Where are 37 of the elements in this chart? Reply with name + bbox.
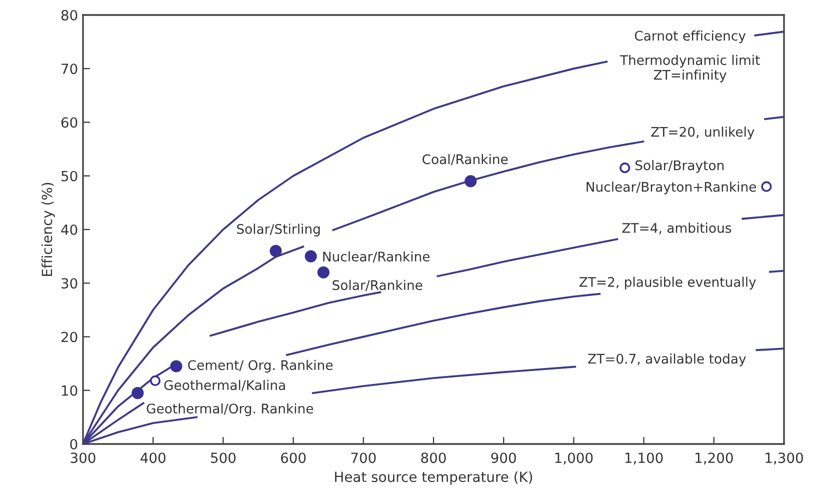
annotation: Solar/Rankine [332,280,422,292]
x-tick-label: 600 [281,452,306,464]
annotation: Nuclear/Rankine [323,251,430,263]
y-axis-title: Efficiency (%) [41,182,55,276]
x-tick-label: 400 [140,452,166,464]
annotation: Carnot efficiency [634,30,746,44]
annotation: ZT=2, plausible eventually [579,276,756,290]
x-tick-label: 1,000 [555,452,593,464]
annotation: ZT=0.7, available today [588,354,746,366]
annotation: Nuclear/Brayton+Rankine [586,182,756,194]
y-tick-label: 60 [61,117,78,128]
x-tick-label: 800 [421,452,446,464]
y-tick-label: 50 [62,170,78,182]
y-tick-label: 20 [61,332,78,342]
x-tick-label: 500 [211,452,236,464]
annotation: Geothermal/Org. Rankine [146,403,314,416]
x-tick-label: 1,300 [766,452,803,464]
annotation: Geothermal/Kalina [164,380,285,392]
y-tick-label: 10 [62,385,78,396]
annotation: Coal/Rankine [422,154,508,166]
annotation: Cement/ Org. Rankine [188,360,333,373]
x-tick-label: 900 [491,452,516,464]
annotation: Solar/Brayton [635,160,724,173]
x-tick-label: 300 [70,452,96,464]
annotation: Solar/Stirling [237,224,320,236]
annotation: Thermodynamic limit ZT=infinity [620,54,760,82]
annotation: ZT=4, ambitious [622,222,732,234]
y-tick-label: 40 [61,224,78,235]
y-tick-label: 0 [70,438,78,450]
annotation: ZT=20, unlikely [651,126,754,140]
y-tick-label: 70 [62,64,78,74]
x-tick-label: 700 [351,452,376,464]
x-axis-title: Heat source temperature (K) [335,471,532,485]
x-tick-label: 1,100 [625,452,663,464]
x-tick-label: 1,200 [696,452,733,464]
y-tick-label: 80 [61,10,78,20]
y-tick-label: 30 [62,278,78,289]
